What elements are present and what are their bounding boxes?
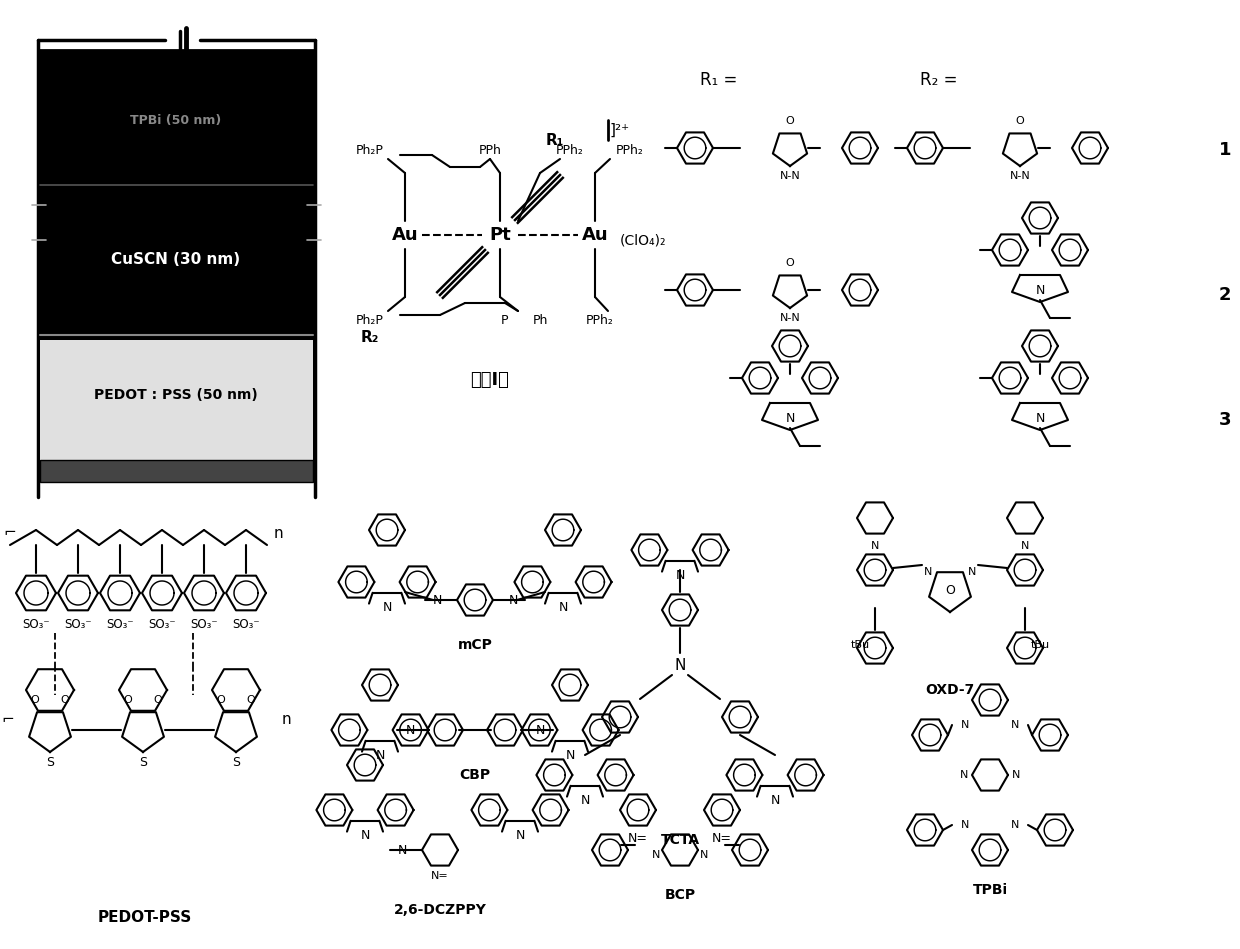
Text: N: N bbox=[361, 828, 370, 842]
Text: N-N: N-N bbox=[780, 313, 800, 323]
Text: N: N bbox=[652, 850, 660, 860]
Text: SO₃⁻: SO₃⁻ bbox=[107, 619, 134, 631]
Text: N: N bbox=[770, 793, 780, 807]
Text: N: N bbox=[565, 749, 574, 762]
Text: SO₃⁻: SO₃⁻ bbox=[149, 619, 176, 631]
Text: SO₃⁻: SO₃⁻ bbox=[22, 619, 50, 631]
Text: TPBi: TPBi bbox=[972, 883, 1008, 897]
Text: N: N bbox=[580, 793, 590, 807]
Text: O: O bbox=[247, 695, 255, 705]
Text: N=: N= bbox=[432, 871, 449, 881]
Text: 2: 2 bbox=[1219, 286, 1231, 304]
Text: O: O bbox=[124, 695, 133, 705]
Text: N: N bbox=[397, 844, 407, 857]
Text: N=: N= bbox=[712, 831, 732, 845]
Text: PPh: PPh bbox=[479, 143, 501, 157]
Text: Pt: Pt bbox=[489, 226, 511, 244]
Text: P: P bbox=[501, 313, 508, 326]
Text: Ph₂P: Ph₂P bbox=[356, 313, 384, 326]
Text: N: N bbox=[433, 593, 441, 606]
Text: TCTA: TCTA bbox=[661, 833, 699, 847]
Text: N: N bbox=[870, 541, 879, 551]
Text: TPBi (50 nm): TPBi (50 nm) bbox=[130, 114, 222, 126]
Text: tBu: tBu bbox=[851, 640, 869, 650]
Text: PPh₂: PPh₂ bbox=[556, 143, 584, 157]
Text: N: N bbox=[508, 593, 517, 606]
Text: N: N bbox=[960, 770, 968, 780]
Text: 2,6-DCZPPY: 2,6-DCZPPY bbox=[393, 903, 486, 917]
Text: O: O bbox=[1016, 116, 1024, 126]
Text: R₁ =: R₁ = bbox=[701, 71, 738, 89]
Bar bbox=[40, 460, 312, 482]
Text: SO₃⁻: SO₃⁻ bbox=[64, 619, 92, 631]
Text: N: N bbox=[1035, 412, 1044, 424]
Text: tBu: tBu bbox=[1030, 640, 1049, 650]
Text: PPh₂: PPh₂ bbox=[616, 143, 644, 157]
Text: O: O bbox=[154, 695, 162, 705]
Text: Au: Au bbox=[582, 226, 609, 244]
Text: ⌐: ⌐ bbox=[1, 713, 15, 728]
Text: N: N bbox=[382, 601, 392, 614]
Text: N: N bbox=[676, 568, 684, 582]
Text: CuSCN (30 nm): CuSCN (30 nm) bbox=[112, 252, 241, 268]
Text: PPh₂: PPh₂ bbox=[587, 313, 614, 326]
Text: N: N bbox=[961, 820, 970, 830]
Text: n: n bbox=[281, 713, 291, 728]
Text: ]²⁺: ]²⁺ bbox=[610, 122, 630, 138]
Text: N: N bbox=[558, 601, 568, 614]
Text: N-N: N-N bbox=[1009, 171, 1030, 181]
Text: Ph₂P: Ph₂P bbox=[356, 143, 384, 157]
Text: (ClO₄)₂: (ClO₄)₂ bbox=[620, 233, 667, 247]
Text: mCP: mCP bbox=[458, 638, 492, 652]
Text: N: N bbox=[1011, 720, 1019, 730]
Text: SO₃⁻: SO₃⁻ bbox=[232, 619, 260, 631]
Text: N: N bbox=[1012, 770, 1021, 780]
Text: N: N bbox=[961, 720, 970, 730]
Text: N: N bbox=[699, 850, 708, 860]
Text: SO₃⁻: SO₃⁻ bbox=[190, 619, 218, 631]
Text: N: N bbox=[405, 723, 414, 736]
Text: O: O bbox=[786, 258, 795, 268]
Text: N: N bbox=[785, 412, 795, 424]
Text: S: S bbox=[139, 755, 148, 769]
Text: S: S bbox=[232, 755, 241, 769]
Text: N: N bbox=[536, 723, 544, 736]
Text: N: N bbox=[1011, 820, 1019, 830]
Text: N-N: N-N bbox=[780, 171, 800, 181]
Text: O: O bbox=[217, 695, 226, 705]
Bar bbox=[38, 50, 315, 475]
Text: BCP: BCP bbox=[665, 888, 696, 902]
Text: O: O bbox=[945, 584, 955, 597]
Text: Ph: Ph bbox=[532, 313, 548, 326]
Text: OXD-7: OXD-7 bbox=[925, 683, 975, 697]
Text: CBP: CBP bbox=[460, 768, 491, 782]
Text: N: N bbox=[1035, 284, 1044, 296]
Text: 3: 3 bbox=[1219, 411, 1231, 429]
Text: O: O bbox=[31, 695, 40, 705]
Text: PEDOT-PSS: PEDOT-PSS bbox=[98, 910, 192, 925]
Text: N: N bbox=[967, 567, 976, 577]
Text: N: N bbox=[376, 749, 384, 762]
Text: R₂ =: R₂ = bbox=[920, 71, 957, 89]
Text: O: O bbox=[786, 116, 795, 126]
Text: O: O bbox=[61, 695, 69, 705]
Text: R₁: R₁ bbox=[546, 133, 564, 147]
Text: N=: N= bbox=[627, 831, 649, 845]
Text: N: N bbox=[924, 567, 932, 577]
Text: PEDOT : PSS (50 nm): PEDOT : PSS (50 nm) bbox=[94, 388, 258, 402]
Text: Au: Au bbox=[392, 226, 418, 244]
Bar bbox=[40, 340, 312, 460]
Text: N: N bbox=[675, 658, 686, 673]
Text: N: N bbox=[516, 828, 525, 842]
Text: S: S bbox=[46, 755, 55, 769]
Text: ⌐: ⌐ bbox=[4, 526, 16, 541]
Text: 1: 1 bbox=[1219, 141, 1231, 159]
Text: 式（I）: 式（I） bbox=[470, 371, 510, 389]
Text: R₂: R₂ bbox=[361, 329, 379, 344]
Text: N: N bbox=[1021, 541, 1029, 551]
Text: n: n bbox=[274, 526, 284, 541]
